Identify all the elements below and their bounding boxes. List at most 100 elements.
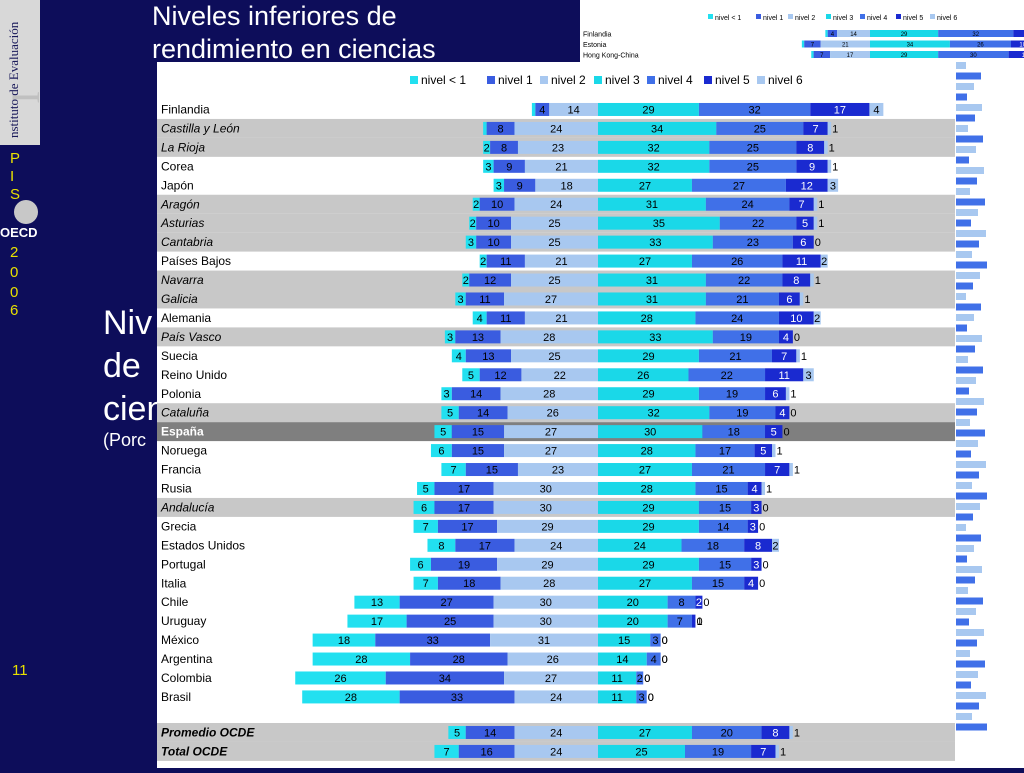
rear-legend-swatch [860,14,865,19]
bar-value-label: 13 [482,351,494,363]
bar-value-label: 15 [472,446,484,458]
rear-bar-sliver [956,702,979,710]
bar-value-label: 4 [477,313,483,325]
rear-bar-sliver [956,461,986,468]
bar-segment-nivel-4 [691,463,766,477]
rear-bar-value: 17 [847,53,854,59]
bar-value-label: 29 [642,389,654,401]
rear-bar-segment [870,30,939,37]
bar-segment-nivel-4 [702,425,766,439]
bar-value-label: 3 [496,180,502,192]
bar-segment-nivel-3 [598,216,720,230]
bar-value-label: 2 [470,218,476,230]
bar-segment-nivel-5 [695,595,703,609]
bar-value-label: 34 [651,123,663,135]
bar-value-label: 15 [486,465,498,477]
rear-bar-sliver [956,293,966,300]
bar-value-label: 4 [783,332,789,344]
background-title-line: de [103,347,141,385]
legend-label-nivel-2: nivel 2 [551,73,586,87]
bar-segment-nivel-6 [789,463,793,477]
bar-value-label: 11 [611,673,622,685]
bar-segment-nivel-2 [517,140,598,154]
bar-value-label: 27 [733,180,745,192]
rear-bar-sliver [956,587,968,594]
bar-value-label: 5 [468,370,474,382]
bar-value-label: 15 [472,427,484,439]
sidebar-letter: 2 [10,244,19,261]
bar-segment-nivel-lt1 [441,406,459,420]
bar-value-label: 0 [703,597,709,609]
bar-segment-nivel-5 [765,387,786,401]
row-label: Japón [161,178,194,192]
bar-segment-nivel-lt1 [472,311,487,325]
bar-segment-nivel-2 [500,330,598,344]
bar-segment-nivel-3 [598,292,706,306]
bar-value-label: 0 [662,654,668,666]
rear-row-label: Hong Kong-China [583,53,639,60]
rear-legend-label: nivel 4 [867,15,887,22]
bar-segment-nivel-1 [451,425,505,439]
bar-value-label: 1 [766,483,772,495]
bar-value-label: 26 [731,256,743,268]
rear-bar-sliver [956,692,986,699]
bar-segment-nivel-3 [598,311,696,325]
institute-logo: I nstituto de Evaluación [0,0,48,145]
rear-bar-sliver [956,188,970,195]
bar-value-label: 17 [371,616,383,628]
oecd-label: OECD [0,225,38,240]
bar-segment-nivel-1 [455,330,501,344]
main-chart: nivel < 1 nivel 1 nivel 2 nivel 3 nivel 4 niv… [157,73,955,761]
bar-segment-nivel-3 [598,725,692,739]
bar-segment-nivel-1 [465,292,505,306]
bar-segment-nivel-5 [765,368,804,382]
rear-bar-sliver [956,513,973,521]
bar-value-label: 2 [473,199,479,211]
row-label: Brasil [161,690,191,704]
bar-segment-nivel-lt1 [493,178,505,192]
rear-bar-sliver [956,450,971,458]
bar-value-label: 9 [517,180,523,192]
bar-value-label: 0 [662,635,668,647]
bar-segment-nivel-lt1 [347,614,407,628]
bar-segment-nivel-5 [782,254,821,268]
bar-value-label: 15 [712,578,724,590]
row-label: Andalucía [160,500,215,514]
sidebar-letter: P [10,150,21,167]
rear-bar-value: 32 [972,32,979,38]
rear-bar-sliver [956,93,967,101]
bar-value-label: 0 [648,692,654,704]
bar-value-label: 9 [506,161,512,173]
bar-segment-nivel-1 [455,538,515,552]
bar-segment-nivel-3 [598,330,713,344]
bar-value-label: 16 [481,746,493,758]
bar-segment-nivel-lt1 [410,557,431,571]
bar-segment-nivel-1 [434,481,494,495]
bar-value-label: 5 [802,218,808,230]
bar-value-label: 30 [540,597,552,609]
bar-value-label: 32 [648,161,660,173]
row-label: Estados Unidos [161,538,245,552]
bar-segment-nivel-lt1 [434,744,459,758]
bar-value-label: 7 [781,351,787,363]
bar-segment-nivel-5 [775,406,790,420]
bar-segment-nivel-1 [434,500,494,514]
bar-segment-nivel-3 [598,121,717,135]
bar-value-label: 2 [480,256,486,268]
bar-segment-nivel-lt1 [413,576,438,590]
bar-value-label: 8 [497,123,503,135]
rear-bar-segment [938,51,1009,58]
rear-legend-label: nivel 2 [795,15,815,22]
bar-value-label: 35 [653,218,665,230]
rear-bar-segment [820,40,870,48]
bar-segment-nivel-2 [500,387,598,401]
bar-value-label: 11 [479,294,490,306]
row-label: México [161,633,199,647]
bar-segment-nivel-6 [813,197,818,211]
bar-segment-nivel-3 [598,368,689,382]
bar-segment-nivel-4 [719,216,797,230]
slide-title-line: rendimiento en ciencias [152,34,436,64]
rear-bar-value: 7 [811,43,815,49]
bar-segment-nivel-lt1 [413,500,435,514]
bar-segment-nivel-4 [691,178,786,192]
